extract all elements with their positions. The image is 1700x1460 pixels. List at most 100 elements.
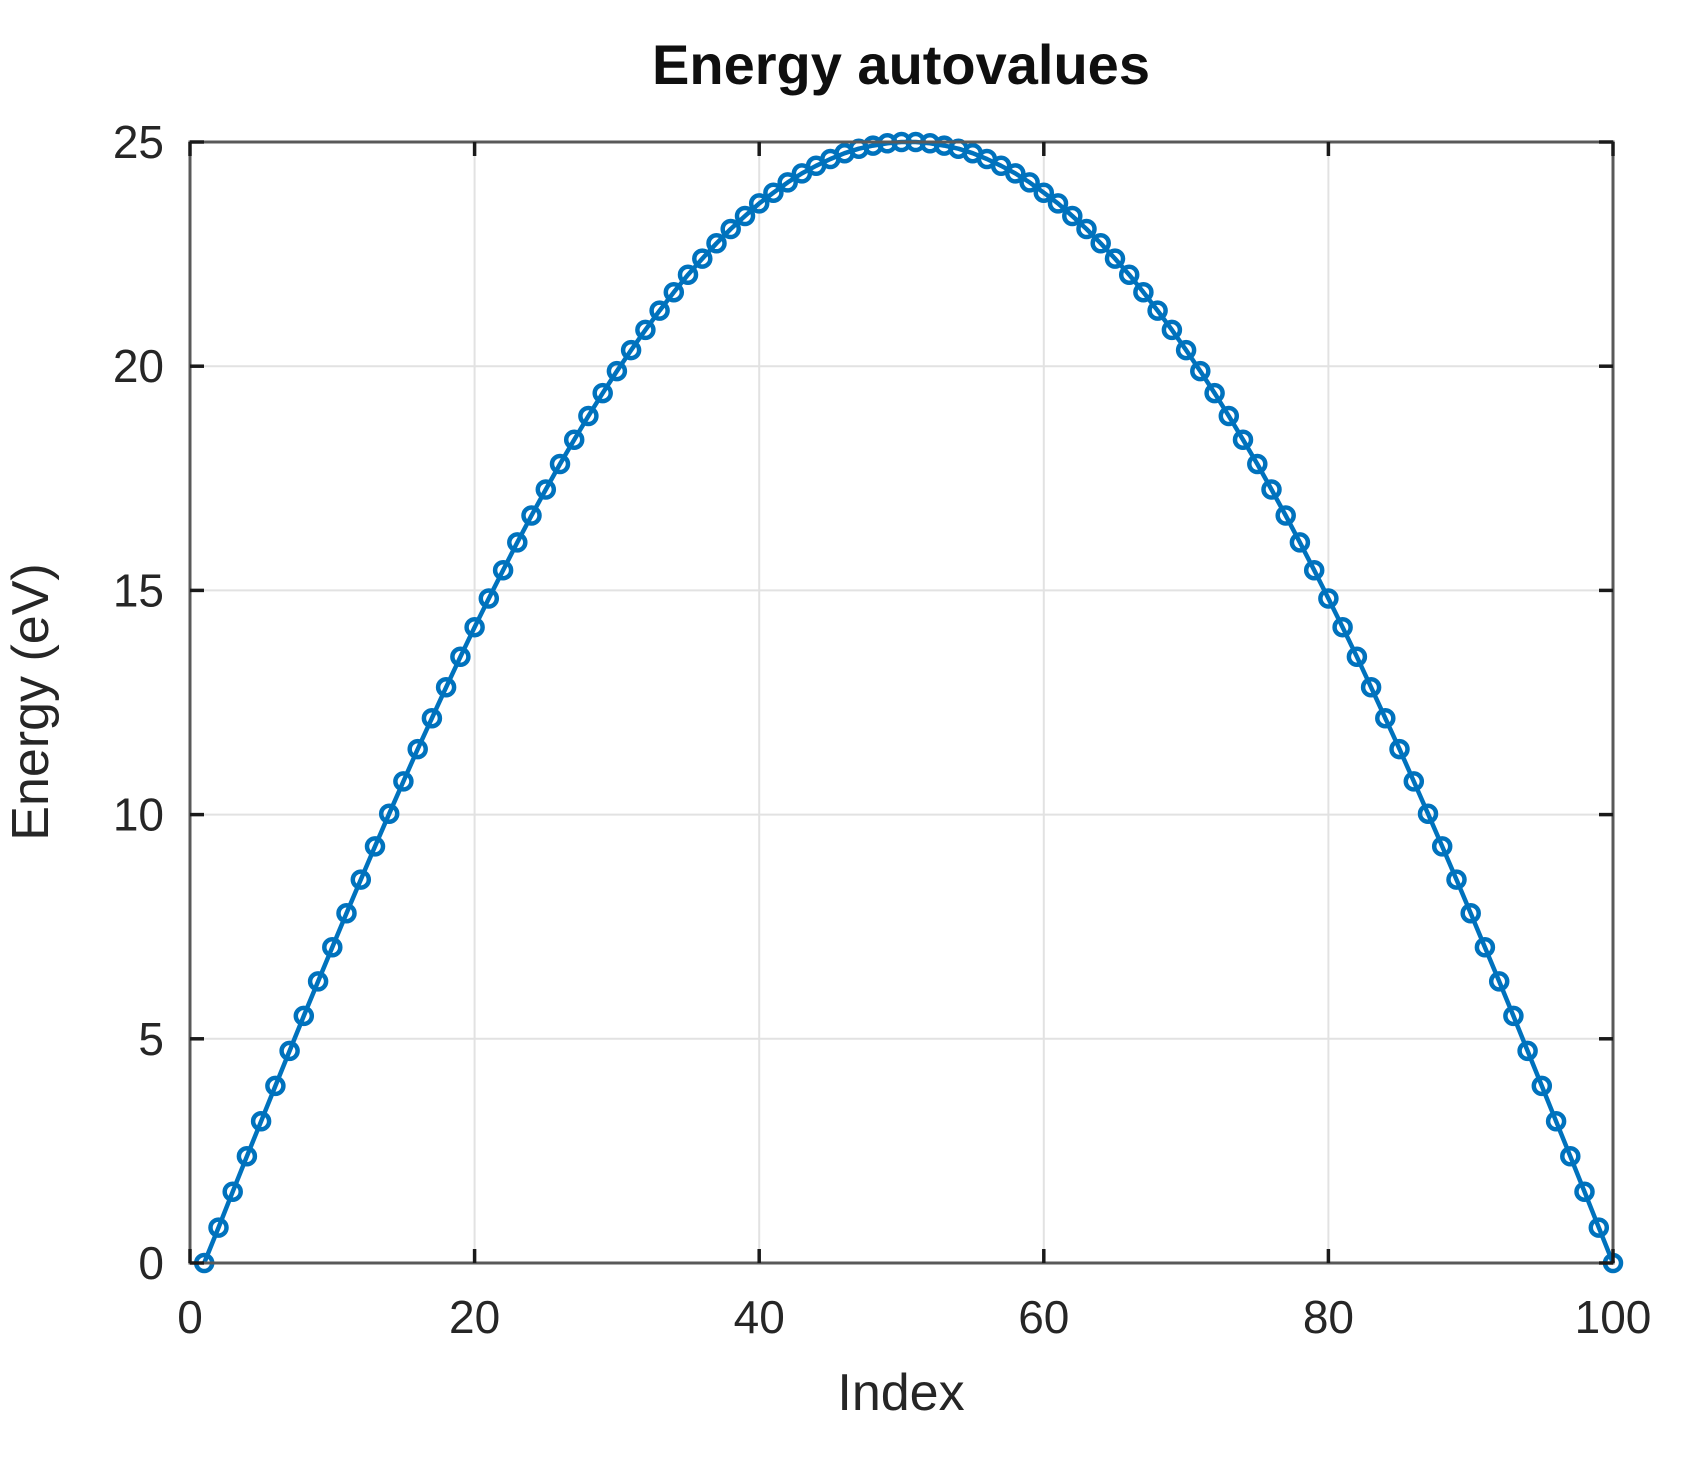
data-point-marker: [1161, 319, 1183, 341]
data-point-marker: [1346, 646, 1368, 668]
data-point-marker: [706, 233, 727, 254]
data-point-marker: [222, 1181, 243, 1202]
data-point-marker: [450, 646, 471, 668]
data-point-marker: [1261, 479, 1282, 500]
data-point-marker: [663, 281, 685, 303]
data-point-marker: [279, 1040, 300, 1062]
y-tick-label: 10: [113, 789, 164, 841]
x-tick-label: 40: [734, 1291, 785, 1343]
data-point-marker: [1062, 205, 1083, 227]
x-tick-label: 100: [1575, 1291, 1652, 1343]
data-point-marker: [293, 1005, 315, 1027]
data-point-marker: [478, 588, 500, 609]
data-point-marker: [265, 1075, 286, 1097]
tick-marks-layer: [188, 140, 1615, 1265]
data-point-marker: [1446, 869, 1467, 890]
data-point-marker: [250, 1111, 272, 1132]
y-tick-label: 20: [113, 340, 164, 392]
data-point-marker: [692, 248, 713, 269]
y-tick-label: 15: [113, 564, 164, 616]
data-point-marker: [535, 479, 557, 500]
data-point-marker: [1488, 971, 1510, 992]
data-point-marker: [578, 405, 599, 427]
data-point-marker: [1417, 803, 1439, 824]
data-point-marker: [1318, 588, 1339, 609]
data-point-marker: [1545, 1111, 1567, 1132]
data-point-marker: [1190, 360, 1211, 382]
data-point-marker: [421, 707, 443, 729]
data-point-marker: [1090, 233, 1111, 254]
chart-title: Energy autovalues: [652, 33, 1150, 96]
data-point-marker: [1204, 382, 1225, 404]
data-point-marker: [1503, 1005, 1524, 1027]
data-point-marker: [1033, 182, 1055, 203]
data-point-marker: [1076, 218, 1097, 240]
data-point-marker: [748, 193, 770, 214]
data-point-marker: [1104, 248, 1126, 269]
data-point-marker: [734, 205, 756, 227]
data-point-marker: [606, 360, 628, 382]
x-axis-label: Index: [837, 1364, 964, 1422]
data-point-marker: [1332, 616, 1353, 638]
data-point-marker: [378, 803, 400, 824]
tick-labels-layer: 0 20 40 60 80 100 0 5 10 15 20 25: [113, 116, 1652, 1343]
data-point-marker: [1147, 300, 1168, 321]
series-line: [202, 139, 1616, 1264]
grid-layer: [189, 141, 1614, 1264]
data-point-marker: [1389, 738, 1410, 760]
data-point-marker: [1133, 281, 1154, 303]
y-axis-label: Energy (eV): [2, 563, 60, 840]
data-point-marker: [364, 836, 386, 857]
data-point-marker: [620, 339, 642, 361]
y-tick-label: 5: [138, 1013, 164, 1065]
data-point-marker: [592, 382, 613, 404]
data-point-marker: [763, 182, 784, 203]
axes-frame: [188, 140, 1615, 1265]
y-tick-label: 0: [138, 1237, 164, 1289]
data-point-marker: [1375, 707, 1396, 729]
data-point-marker: [677, 264, 699, 285]
data-point-marker: [507, 532, 528, 553]
data-point-marker: [336, 902, 357, 924]
data-point-marker: [435, 677, 457, 698]
data-point-marker: [322, 937, 343, 958]
data-point-marker: [407, 738, 428, 760]
data-point-marker: [1047, 193, 1069, 214]
data-point-marker: [1588, 1217, 1610, 1238]
data-point-marker: [1517, 1040, 1538, 1062]
plot-border: [188, 140, 1615, 1265]
data-point-marker: [1460, 902, 1481, 924]
data-point-marker: [563, 429, 585, 450]
data-point-marker: [1574, 1181, 1595, 1202]
data-point-marker: [1118, 264, 1140, 285]
data-point-marker: [1175, 339, 1197, 361]
data-point-marker: [1247, 453, 1268, 475]
data-point-marker: [521, 505, 542, 526]
data-point-marker: [208, 1217, 229, 1238]
data-point-marker: [1560, 1146, 1581, 1167]
data-point-marker: [777, 172, 798, 193]
data-point-marker: [1431, 836, 1453, 857]
x-tick-label: 80: [1303, 1291, 1354, 1343]
data-point-marker: [1474, 937, 1496, 958]
data-point-marker: [635, 319, 656, 341]
data-point-marker: [1531, 1075, 1553, 1097]
data-point-marker: [236, 1146, 258, 1167]
data-point-marker: [1360, 677, 1382, 698]
data-point-marker: [720, 218, 741, 240]
data-point-marker: [393, 771, 414, 792]
data-point-marker: [1303, 559, 1325, 581]
data-point-marker: [1289, 532, 1311, 553]
x-tick-label: 0: [177, 1291, 203, 1343]
data-point-marker: [307, 971, 329, 992]
data-point-marker: [1019, 172, 1040, 193]
series-layer: [193, 131, 1624, 1274]
x-tick-label: 60: [1018, 1291, 1069, 1343]
x-tick-label: 20: [449, 1291, 500, 1343]
data-point-marker: [1403, 771, 1425, 792]
data-point-marker: [350, 869, 372, 890]
data-point-marker: [1275, 505, 1296, 526]
y-tick-label: 25: [113, 116, 164, 168]
